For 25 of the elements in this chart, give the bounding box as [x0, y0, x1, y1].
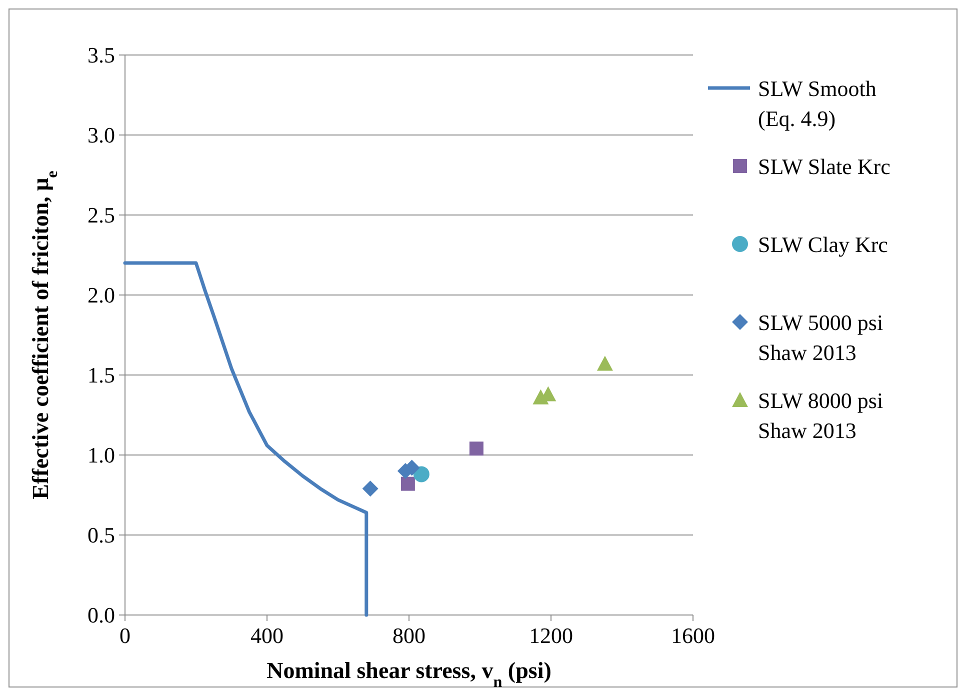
x-tick-label: 1600	[671, 623, 715, 648]
line-series	[123, 261, 368, 617]
legend-label: SLW Slate Krc	[758, 154, 891, 179]
legend-label: SLW 5000 psi Shaw 2013	[758, 310, 884, 365]
x-tick-label: 1200	[529, 623, 573, 648]
legend-label: SLW Clay Krc	[758, 232, 888, 257]
point	[469, 442, 484, 456]
legend-label: SLW Smooth (Eq. 4.9)	[758, 76, 876, 131]
x-tick-label: 400	[250, 623, 284, 648]
x-tick-label: 0	[120, 623, 130, 648]
y-tick-label: 2.0	[88, 282, 115, 308]
x-axis-title: Nominal shear stress, v$_{n}$ (psi)	[266, 658, 552, 690]
legend-label: SLW 8000 psi Shaw 2013	[758, 388, 884, 443]
y-tick-label: 3.0	[88, 122, 115, 148]
y-tick-label: 1.5	[88, 362, 115, 388]
point	[400, 476, 415, 491]
point	[413, 466, 430, 482]
point	[596, 356, 613, 371]
y-tick-label: 0.0	[88, 602, 115, 628]
y-tick-label: 1.0	[88, 442, 115, 468]
x-tick-label: 800	[392, 623, 426, 648]
y-tick-label: 3.5	[88, 42, 115, 68]
point	[362, 480, 378, 497]
y-tick-label: 0.5	[88, 522, 115, 548]
y-tick-label: 2.5	[88, 202, 115, 228]
